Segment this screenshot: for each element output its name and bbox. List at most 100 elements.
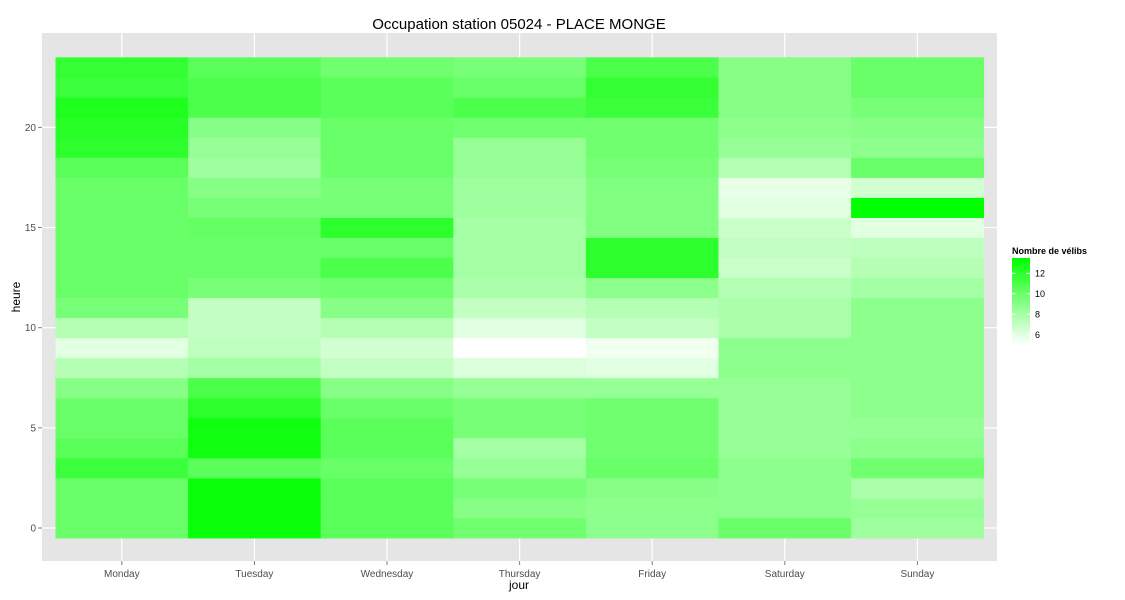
heatmap-cell bbox=[718, 397, 852, 419]
heatmap-cell bbox=[718, 97, 852, 118]
heatmap-cell bbox=[585, 97, 719, 118]
heatmap-cell bbox=[585, 137, 719, 158]
heatmap-cell bbox=[55, 417, 189, 439]
y-tick-label: 0 bbox=[30, 524, 36, 535]
heatmap-cell bbox=[585, 457, 719, 479]
heatmap-cell bbox=[453, 57, 587, 78]
heatmap-cell bbox=[453, 317, 587, 339]
heatmap-cell bbox=[453, 97, 587, 118]
heatmap-cell bbox=[585, 217, 719, 238]
heatmap-cell bbox=[188, 437, 322, 459]
heatmap-cell bbox=[320, 77, 454, 98]
heatmap-cell bbox=[55, 377, 189, 399]
heatmap-cell bbox=[453, 137, 587, 158]
heatmap-cell bbox=[320, 497, 454, 519]
heatmap-cell bbox=[585, 297, 719, 319]
heatmap-cell bbox=[453, 117, 587, 138]
heatmap-cell bbox=[188, 477, 322, 499]
heatmap-cell bbox=[851, 277, 985, 299]
heatmap-cell bbox=[320, 337, 454, 359]
chart-title: Occupation station 05024 - PLACE MONGE bbox=[372, 16, 665, 33]
heatmap-cell bbox=[453, 377, 587, 399]
heatmap-cell bbox=[718, 497, 852, 519]
heatmap-cell bbox=[453, 297, 587, 319]
heatmap-cell bbox=[188, 457, 322, 479]
heatmap-cell bbox=[453, 157, 587, 178]
heatmap-cell bbox=[718, 237, 852, 258]
heatmap-cell bbox=[718, 317, 852, 339]
heatmap-cell bbox=[188, 257, 322, 279]
heatmap-cell bbox=[585, 157, 719, 178]
heatmap-cell bbox=[55, 97, 189, 118]
legend: Nombre de vélibs 6 8 10 12 bbox=[1012, 246, 1087, 345]
heatmap-cell bbox=[55, 217, 189, 238]
heatmap-cell bbox=[320, 457, 454, 479]
heatmap-cell bbox=[851, 97, 985, 118]
x-tick-label: Wednesday bbox=[361, 569, 414, 580]
heatmap-cell bbox=[188, 77, 322, 98]
heatmap-cell bbox=[453, 197, 587, 218]
heatmap-cell bbox=[320, 397, 454, 419]
heatmap-cell bbox=[851, 257, 985, 279]
heatmap-cell bbox=[718, 277, 852, 299]
x-tick-label: Saturday bbox=[765, 569, 805, 580]
y-tick-label: 5 bbox=[30, 423, 36, 434]
heatmap-cell bbox=[585, 57, 719, 78]
y-tick-label: 10 bbox=[25, 323, 37, 334]
heatmap-cell bbox=[55, 277, 189, 299]
heatmap-cell bbox=[320, 277, 454, 299]
x-tick-label: Tuesday bbox=[235, 569, 273, 580]
heatmap-cell bbox=[320, 217, 454, 238]
x-tick-label: Friday bbox=[638, 569, 666, 580]
heatmap-cell bbox=[320, 517, 454, 539]
heatmap-cell bbox=[453, 277, 587, 299]
heatmap-cell bbox=[585, 397, 719, 419]
heatmap-cell bbox=[851, 497, 985, 519]
heatmap-cell bbox=[188, 357, 322, 379]
heatmap-cell bbox=[188, 217, 322, 238]
heatmap-cell bbox=[718, 457, 852, 479]
heatmap-cell bbox=[585, 317, 719, 339]
heatmap-cell bbox=[851, 177, 985, 198]
heatmap-cell bbox=[453, 517, 587, 539]
heatmap-cell bbox=[585, 197, 719, 218]
heatmap-cell bbox=[718, 517, 852, 539]
heatmap-cell bbox=[718, 437, 852, 459]
x-axis-ticks: Monday Tuesday Wednesday Thursday Friday Satu… bbox=[104, 561, 934, 580]
legend-ticks: 6 8 10 12 bbox=[1012, 268, 1045, 340]
heatmap-cell bbox=[851, 77, 985, 98]
legend-tick-label: 6 bbox=[1035, 330, 1040, 340]
heatmap-cell bbox=[718, 217, 852, 238]
heatmap-cell bbox=[851, 157, 985, 178]
heatmap-cell bbox=[851, 217, 985, 238]
heatmap-cell bbox=[55, 77, 189, 98]
y-tick-label: 15 bbox=[25, 223, 37, 234]
legend-tick-label: 12 bbox=[1035, 268, 1045, 278]
heatmap-cell bbox=[320, 257, 454, 279]
heatmap-cell bbox=[55, 337, 189, 359]
heatmap-cell bbox=[453, 77, 587, 98]
heatmap-cell bbox=[55, 397, 189, 419]
heatmap-cell bbox=[851, 417, 985, 439]
heatmap-cell bbox=[453, 217, 587, 238]
heatmap-cell bbox=[55, 517, 189, 539]
heatmap-cell bbox=[55, 177, 189, 198]
heatmap-cell bbox=[188, 197, 322, 218]
heatmap-cell bbox=[718, 297, 852, 319]
heatmap-cell bbox=[718, 357, 852, 379]
heatmap-cell bbox=[320, 417, 454, 439]
y-axis-ticks: 0 5 10 15 20 bbox=[25, 123, 42, 535]
heatmap-cell bbox=[320, 157, 454, 178]
heatmap-cell bbox=[453, 397, 587, 419]
heatmap-cell bbox=[188, 137, 322, 158]
heatmap-cell bbox=[320, 97, 454, 118]
heatmap-cell bbox=[55, 437, 189, 459]
heatmap-cell bbox=[585, 357, 719, 379]
legend-title: Nombre de vélibs bbox=[1012, 246, 1087, 256]
heatmap-cell bbox=[851, 337, 985, 359]
heatmap-cell bbox=[55, 497, 189, 519]
heatmap-cell bbox=[453, 417, 587, 439]
heatmap-cell bbox=[851, 377, 985, 399]
heatmap-cell bbox=[55, 297, 189, 319]
heatmap-cell bbox=[188, 277, 322, 299]
